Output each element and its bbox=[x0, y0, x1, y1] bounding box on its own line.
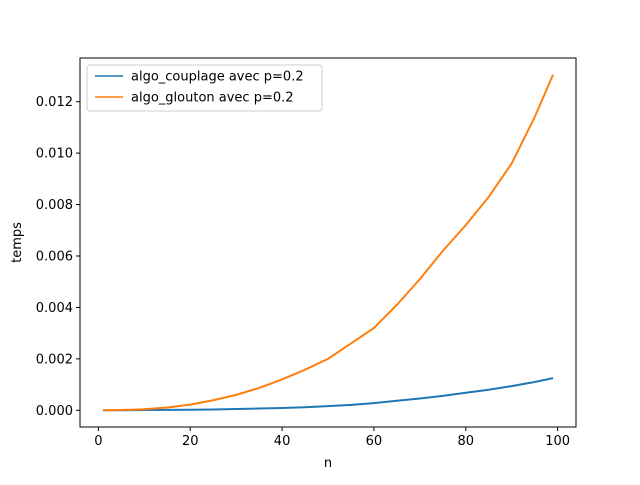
legend-box bbox=[86, 64, 323, 112]
y-tick-label: 0.008 bbox=[36, 198, 73, 213]
y-axis-label: temps bbox=[10, 222, 25, 263]
x-tick-label: 0 bbox=[94, 434, 102, 449]
legend-label-algo-couplage: algo_couplage avec p=0.2 bbox=[131, 70, 304, 85]
y-tick-label: 0.006 bbox=[36, 250, 73, 265]
y-tick-label: 0.004 bbox=[36, 301, 73, 316]
x-tick-label: 20 bbox=[182, 434, 199, 449]
x-tick-label: 80 bbox=[458, 434, 475, 449]
plot-frame bbox=[79, 57, 577, 428]
x-tick-label: 40 bbox=[274, 434, 291, 449]
x-tick-label: 100 bbox=[545, 434, 570, 449]
y-tick-label: 0.002 bbox=[36, 352, 73, 367]
x-axis-label: n bbox=[324, 456, 332, 471]
y-tick-label: 0.012 bbox=[36, 95, 73, 110]
y-tick-label: 0.000 bbox=[36, 404, 73, 419]
y-ticks: 0.000 0.002 0.004 0.006 0.008 0.010 0.012 bbox=[36, 95, 80, 419]
x-tick-label: 60 bbox=[366, 434, 383, 449]
series-line-algo-couplage bbox=[102, 377, 554, 412]
legend: algo_couplage avec p=0.2 algo_glouton av… bbox=[86, 64, 323, 112]
legend-label-algo-glouton: algo_glouton avec p=0.2 bbox=[131, 91, 294, 106]
y-tick-label: 0.010 bbox=[36, 147, 73, 162]
series-layer bbox=[102, 74, 554, 412]
series-line-algo-glouton bbox=[102, 74, 554, 412]
x-ticks: 0 20 40 60 80 100 bbox=[94, 427, 570, 449]
